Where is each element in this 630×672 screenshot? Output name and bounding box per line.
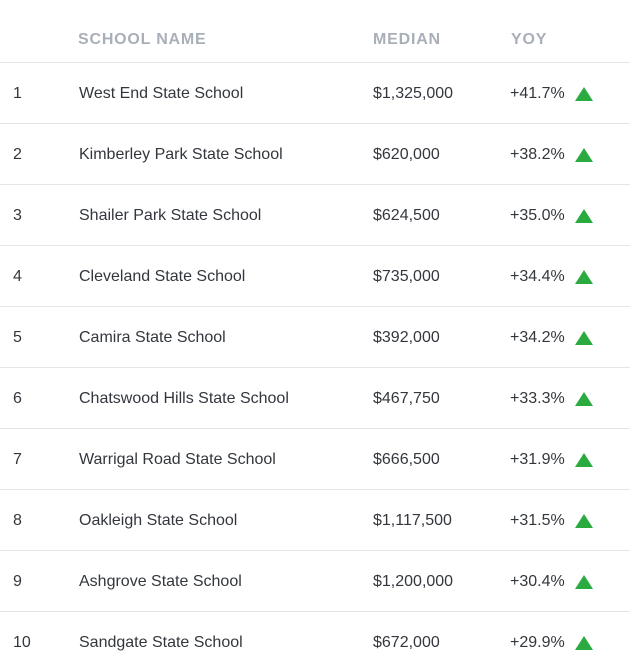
table-row[interactable]: 3 Shailer Park State School $624,500 +35… bbox=[0, 185, 630, 246]
table-row[interactable]: 6 Chatswood Hills State School $467,750 … bbox=[0, 368, 630, 429]
median-cell: $735,000 bbox=[373, 268, 440, 285]
table-row[interactable]: 5 Camira State School $392,000 +34.2% bbox=[0, 307, 630, 368]
school-name-cell: West End State School bbox=[79, 85, 244, 102]
median-cell: $392,000 bbox=[373, 329, 440, 346]
yoy-cell: +41.7% bbox=[510, 85, 565, 102]
yoy-cell: +31.5% bbox=[510, 512, 565, 529]
school-name-cell: Cleveland State School bbox=[79, 268, 246, 285]
yoy-cell: +31.9% bbox=[510, 451, 565, 468]
rank-cell: 2 bbox=[13, 146, 22, 163]
up-arrow-icon bbox=[575, 148, 593, 162]
school-name-cell: Sandgate State School bbox=[79, 634, 243, 651]
yoy-cell: +29.9% bbox=[510, 634, 565, 651]
rank-cell: 10 bbox=[13, 634, 31, 651]
up-arrow-icon bbox=[575, 270, 593, 284]
median-cell: $624,500 bbox=[373, 207, 440, 224]
up-arrow-icon bbox=[575, 453, 593, 467]
school-name-cell: Camira State School bbox=[79, 329, 226, 346]
school-name-cell: Oakleigh State School bbox=[79, 512, 238, 529]
yoy-cell: +38.2% bbox=[510, 146, 565, 163]
yoy-cell: +33.3% bbox=[510, 390, 565, 407]
table-row[interactable]: 4 Cleveland State School $735,000 +34.4% bbox=[0, 246, 630, 307]
table-row[interactable]: 7 Warrigal Road State School $666,500 +3… bbox=[0, 429, 630, 490]
yoy-cell: +30.4% bbox=[510, 573, 565, 590]
median-cell: $1,325,000 bbox=[373, 85, 454, 102]
up-arrow-icon bbox=[575, 209, 593, 223]
school-name-cell: Ashgrove State School bbox=[79, 573, 242, 590]
rank-cell: 3 bbox=[13, 207, 22, 224]
table-row[interactable]: 10 Sandgate State School $672,000 +29.9% bbox=[0, 612, 630, 672]
school-name-cell: Kimberley Park State School bbox=[79, 146, 283, 163]
up-arrow-icon bbox=[575, 636, 593, 650]
rank-cell: 9 bbox=[13, 573, 22, 590]
column-header-school-name[interactable]: SCHOOL NAME bbox=[78, 31, 207, 48]
school-name-cell: Warrigal Road State School bbox=[79, 451, 276, 468]
median-cell: $672,000 bbox=[373, 634, 440, 651]
column-header-median[interactable]: MEDIAN bbox=[373, 31, 441, 48]
median-cell: $620,000 bbox=[373, 146, 440, 163]
table-row[interactable]: 1 West End State School $1,325,000 +41.7… bbox=[0, 63, 630, 124]
yoy-cell: +35.0% bbox=[510, 207, 565, 224]
rank-cell: 4 bbox=[13, 268, 22, 285]
yoy-cell: +34.4% bbox=[510, 268, 565, 285]
rank-cell: 1 bbox=[13, 85, 22, 102]
rank-cell: 6 bbox=[13, 390, 22, 407]
table-row[interactable]: 2 Kimberley Park State School $620,000 +… bbox=[0, 124, 630, 185]
school-name-cell: Shailer Park State School bbox=[79, 207, 262, 224]
median-cell: $1,117,500 bbox=[373, 512, 452, 529]
up-arrow-icon bbox=[575, 514, 593, 528]
rank-cell: 5 bbox=[13, 329, 22, 346]
median-cell: $1,200,000 bbox=[373, 573, 454, 590]
column-header-yoy[interactable]: YOY bbox=[511, 31, 548, 48]
school-name-cell: Chatswood Hills State School bbox=[79, 390, 289, 407]
up-arrow-icon bbox=[575, 392, 593, 406]
median-cell: $467,750 bbox=[373, 390, 440, 407]
table-header: SCHOOL NAME MEDIAN YOY bbox=[0, 0, 630, 63]
up-arrow-icon bbox=[575, 575, 593, 589]
rank-cell: 8 bbox=[13, 512, 22, 529]
table-row[interactable]: 8 Oakleigh State School $1,117,500 +31.5… bbox=[0, 490, 630, 551]
up-arrow-icon bbox=[575, 331, 593, 345]
up-arrow-icon bbox=[575, 87, 593, 101]
median-cell: $666,500 bbox=[373, 451, 440, 468]
rank-cell: 7 bbox=[13, 451, 22, 468]
yoy-cell: +34.2% bbox=[510, 329, 565, 346]
table-row[interactable]: 9 Ashgrove State School $1,200,000 +30.4… bbox=[0, 551, 630, 612]
